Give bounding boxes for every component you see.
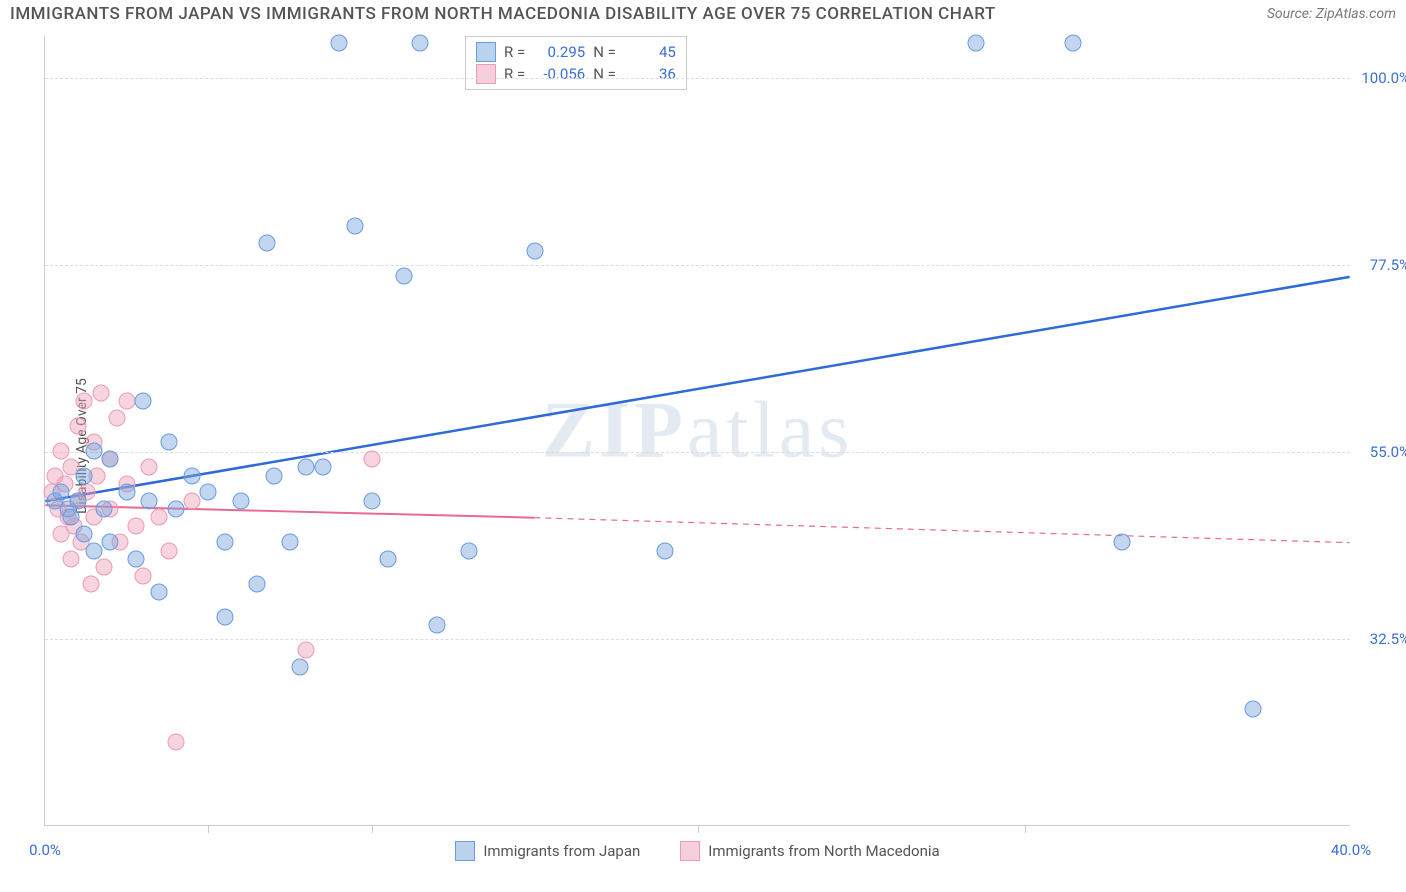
data-point-japan (134, 392, 151, 409)
data-point-japan (128, 550, 145, 567)
data-point-macedonia (134, 567, 151, 584)
xtick-mark (698, 825, 699, 833)
data-point-japan (249, 575, 266, 592)
data-point-japan (102, 451, 119, 468)
swatch-blue-icon (476, 42, 496, 62)
data-point-japan (141, 492, 158, 509)
data-point-japan (265, 467, 282, 484)
correlation-legend: R = 0.295 N = 45 R = -0.056 N = 36 (465, 36, 687, 90)
ytick-label: 32.5% (1355, 630, 1406, 648)
data-point-macedonia (92, 384, 109, 401)
data-point-japan (85, 542, 102, 559)
gridline (45, 639, 1350, 640)
data-point-macedonia (53, 442, 70, 459)
data-point-japan (347, 218, 364, 235)
data-point-japan (183, 467, 200, 484)
data-point-japan (216, 609, 233, 626)
data-point-japan (657, 542, 674, 559)
data-point-japan (95, 501, 112, 518)
data-point-japan (526, 243, 543, 260)
data-point-macedonia (151, 509, 168, 526)
data-point-macedonia (183, 492, 200, 509)
legend-row-macedonia: R = -0.056 N = 36 (476, 63, 676, 85)
data-point-japan (53, 484, 70, 501)
data-point-japan (428, 617, 445, 634)
data-point-japan (102, 534, 119, 551)
gridline (45, 78, 1350, 79)
ytick-label: 55.0% (1355, 443, 1406, 461)
data-point-macedonia (141, 459, 158, 476)
data-point-japan (200, 484, 217, 501)
data-point-japan (63, 509, 80, 526)
xtick-label: 0.0% (29, 841, 61, 859)
source-label: Source: ZipAtlas.com (1267, 6, 1396, 22)
swatch-pink-icon (680, 841, 700, 861)
watermark: ZIPatlas (542, 385, 854, 476)
data-point-japan (314, 459, 331, 476)
data-point-japan (167, 501, 184, 518)
data-point-japan (85, 442, 102, 459)
ytick-label: 100.0% (1355, 69, 1406, 87)
data-point-japan (330, 35, 347, 52)
data-point-japan (412, 35, 429, 52)
xtick-mark (1025, 825, 1026, 833)
chart-plot-area: ZIPatlas R = 0.295 N = 45 R = -0.056 N =… (44, 36, 1350, 826)
data-point-macedonia (69, 417, 86, 434)
data-point-japan (118, 484, 135, 501)
data-point-macedonia (128, 517, 145, 534)
trend-lines (45, 36, 1350, 825)
data-point-macedonia (363, 451, 380, 468)
legend-item-macedonia: Immigrants from North Macedonia (680, 841, 939, 861)
data-point-macedonia (108, 409, 125, 426)
data-point-japan (379, 550, 396, 567)
data-point-japan (151, 584, 168, 601)
data-point-japan (1114, 534, 1131, 551)
data-point-japan (216, 534, 233, 551)
chart-title: IMMIGRANTS FROM JAPAN VS IMMIGRANTS FROM… (10, 4, 996, 24)
data-point-macedonia (63, 550, 80, 567)
gridline (45, 265, 1350, 266)
series-legend: Immigrants from Japan Immigrants from No… (45, 841, 1350, 861)
data-point-japan (69, 492, 86, 509)
data-point-japan (161, 434, 178, 451)
xtick-label: 40.0% (1331, 841, 1371, 859)
swatch-blue-icon (455, 841, 475, 861)
data-point-macedonia (298, 642, 315, 659)
data-point-japan (461, 542, 478, 559)
ytick-label: 77.5% (1355, 256, 1406, 274)
data-point-macedonia (76, 392, 93, 409)
data-point-japan (1065, 35, 1082, 52)
data-point-japan (1245, 700, 1262, 717)
data-point-japan (298, 459, 315, 476)
data-point-japan (363, 492, 380, 509)
gridline (45, 452, 1350, 453)
data-point-macedonia (161, 542, 178, 559)
data-point-macedonia (95, 559, 112, 576)
xtick-mark (372, 825, 373, 833)
data-point-japan (76, 467, 93, 484)
data-point-japan (281, 534, 298, 551)
legend-row-japan: R = 0.295 N = 45 (476, 41, 676, 63)
data-point-japan (396, 268, 413, 285)
data-point-japan (76, 525, 93, 542)
data-point-macedonia (82, 575, 99, 592)
data-point-japan (967, 35, 984, 52)
data-point-japan (232, 492, 249, 509)
data-point-japan (291, 659, 308, 676)
legend-item-japan: Immigrants from Japan (455, 841, 640, 861)
data-point-japan (259, 234, 276, 251)
data-point-macedonia (167, 733, 184, 750)
swatch-pink-icon (476, 64, 496, 84)
xtick-mark (208, 825, 209, 833)
data-point-macedonia (118, 392, 135, 409)
